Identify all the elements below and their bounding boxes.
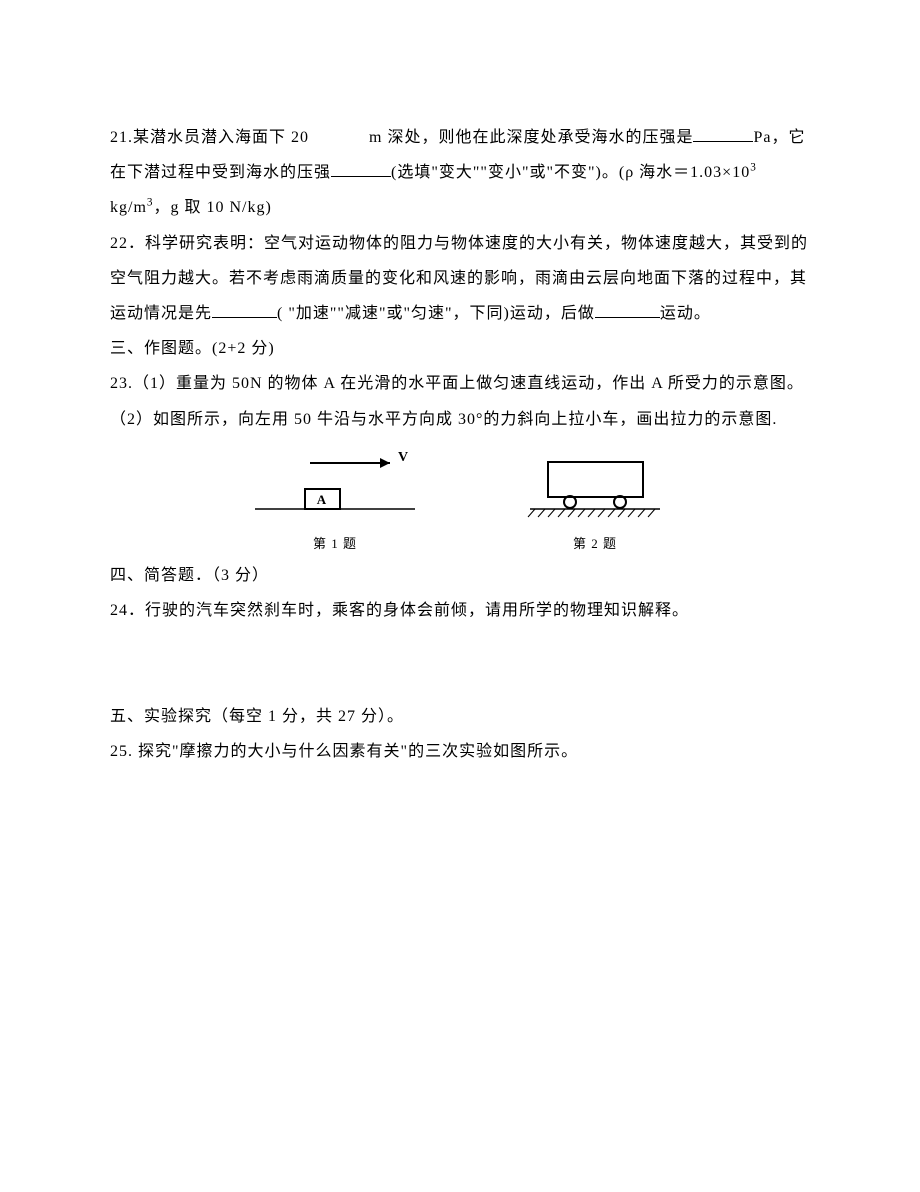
blank-field (595, 299, 660, 318)
blank-field (331, 158, 391, 177)
figure-2-block: 第 2 题 (520, 447, 670, 559)
q21-text4: (选填"变大""变小"或"不变")。(ρ 海水＝1.03×10 (391, 164, 750, 181)
svg-text:V: V (398, 450, 409, 465)
svg-text:A: A (317, 492, 327, 507)
q21-text1: 21.某潜水员潜入海面下 20 (110, 129, 309, 146)
figure-2-caption: 第 2 题 (573, 530, 617, 559)
figure-1-block: A V 第 1 题 (250, 447, 420, 559)
q21-text5: kg/m (110, 199, 147, 216)
figure-1-caption: 第 1 题 (313, 530, 357, 559)
figure-1-svg: A V (250, 447, 420, 522)
q24-text: 24．行驶的汽车突然刹车时，乘客的身体会前倾，请用所学的物理知识解释。 (110, 593, 810, 628)
q22-paragraph: 22．科学研究表明：空气对运动物体的阻力与物体速度的大小有关，物体速度越大，其受… (110, 226, 810, 332)
q22-text3: 运动。 (660, 305, 711, 322)
q23-part1: 23.（1）重量为 50N 的物体 A 在光滑的水平面上做匀速直线运动，作出 A… (110, 366, 810, 401)
figure-2-svg (520, 447, 670, 522)
superscript: 3 (750, 162, 757, 174)
q25-text: 25. 探究"摩擦力的大小与什么因素有关"的三次实验如图所示。 (110, 734, 810, 769)
document-content: 21.某潜水员潜入海面下 20 m 深处，则他在此深度处承受海水的压强是Pa，它… (110, 120, 810, 769)
q21-text2: m 深处，则他在此深度处承受海水的压强是 (369, 129, 693, 146)
spacer (110, 629, 810, 699)
section5-title: 五、实验探究（每空 1 分，共 27 分）。 (110, 699, 810, 734)
q21-paragraph: 21.某潜水员潜入海面下 20 m 深处，则他在此深度处承受海水的压强是Pa，它… (110, 120, 810, 226)
q23-part2: （2）如图所示，向左用 50 牛沿与水平方向成 30°的力斜向上拉小车，画出拉力… (110, 402, 810, 437)
q22-text2: ( "加速""减速"或"匀速"，下同)运动，后做 (277, 305, 595, 322)
section4-title: 四、简答题．（3 分） (110, 558, 810, 593)
blank-field (693, 123, 753, 142)
section3-title: 三、作图题。(2+2 分) (110, 331, 810, 366)
figures-row: A V 第 1 题 (110, 447, 810, 559)
blank-field (212, 299, 277, 318)
q21-text6: ，g 取 10 N/kg) (153, 199, 271, 216)
